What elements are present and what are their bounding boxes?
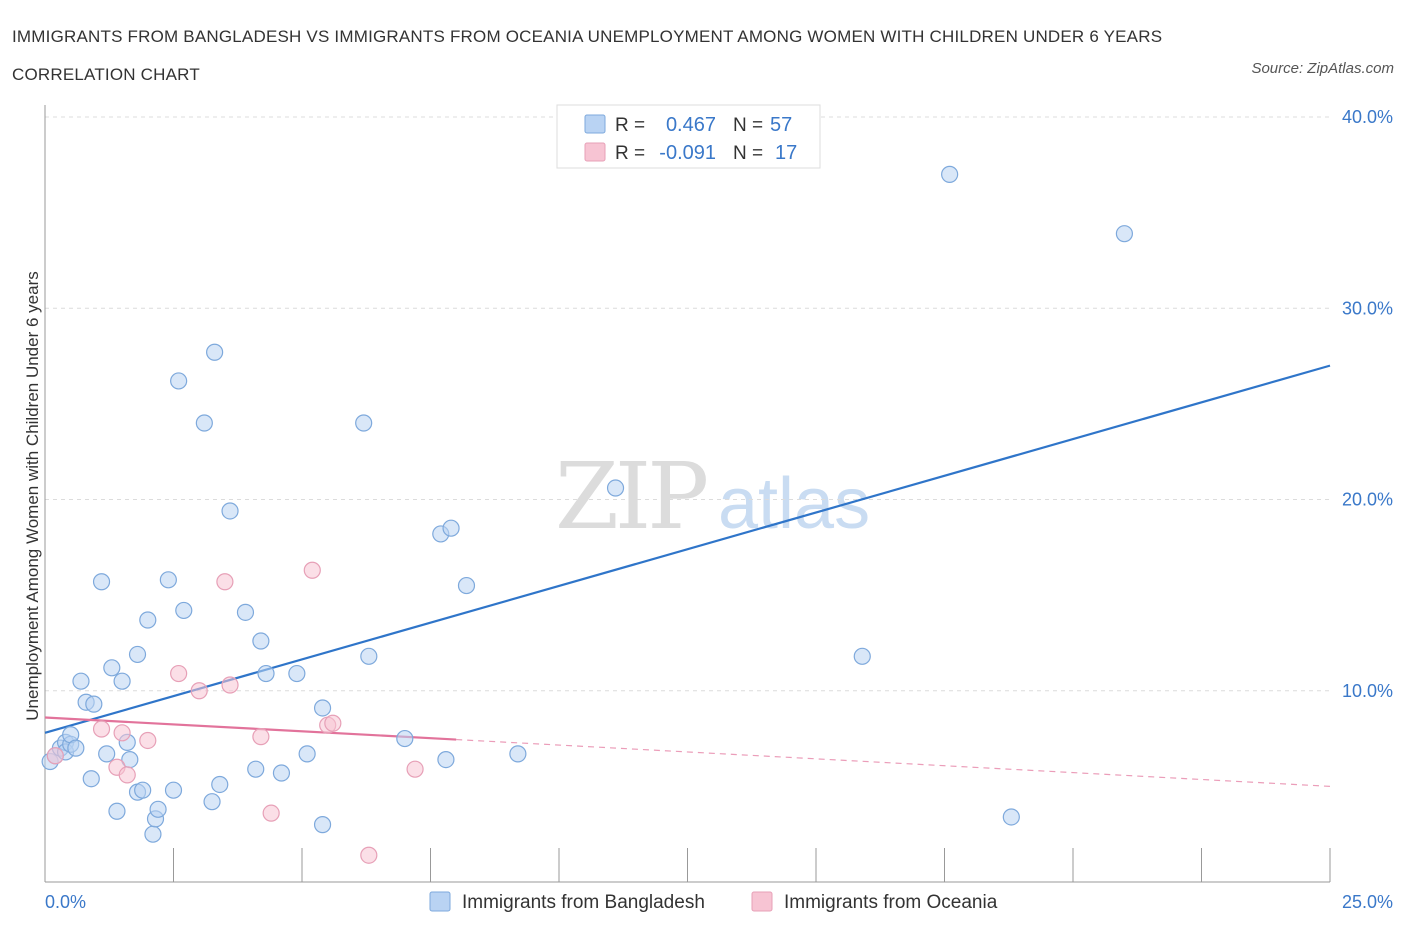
bangladesh-point (221, 502, 239, 520)
oceania-point (406, 760, 424, 778)
bangladesh-point (139, 611, 157, 629)
oceania-trend-line (44, 716, 457, 741)
bangladesh-point (203, 793, 221, 811)
y-tick-label: 30.0% (1342, 298, 1393, 318)
y-tick-label: 40.0% (1342, 107, 1393, 127)
oceania-point (170, 664, 188, 683)
bangladesh-point (149, 800, 167, 818)
bangladesh-point (85, 695, 103, 713)
legend-r-value: -0.091 (659, 142, 716, 164)
legend-n-value: 57 (770, 114, 792, 136)
bangladesh-point (1115, 225, 1134, 243)
oceania-point (46, 747, 64, 765)
bangladesh-point (206, 343, 224, 361)
bangladesh-point (257, 664, 275, 683)
bangladesh-point (941, 165, 959, 183)
bangladesh-trend-line (44, 364, 1331, 734)
oceania-point (303, 561, 321, 579)
tick-labels: 10.0% 20.0% 30.0% 40.0% 0.0% 25.0% (45, 107, 1393, 912)
bottom-legend-swatch-pink (751, 891, 773, 912)
oceania-trend-line-extension (456, 738, 1331, 787)
bangladesh-point (175, 601, 193, 620)
y-axis-title: Unemployment Among Women with Children U… (23, 271, 42, 720)
watermark-zip: ZIP (555, 443, 706, 550)
bangladesh-point (108, 802, 126, 820)
bangladesh-point (170, 372, 188, 390)
correlation-legend: R = 0.467 N = 57 R = -0.091 N = 17 (556, 104, 821, 169)
bangladesh-point (355, 414, 373, 432)
trend-lines (44, 364, 1331, 787)
bangladesh-point (313, 816, 332, 834)
oceania-point (92, 720, 111, 738)
oceania-point (324, 714, 342, 732)
bangladesh-point (509, 745, 527, 763)
bangladesh-point (211, 775, 229, 794)
bangladesh-point (195, 414, 213, 432)
bangladesh-point (853, 647, 871, 665)
bangladesh-point (272, 764, 291, 782)
bangladesh-point (247, 760, 265, 778)
legend-n-label: N = (733, 143, 763, 164)
bangladesh-point (144, 825, 162, 843)
bangladesh-point (72, 672, 90, 690)
bangladesh-point (1002, 808, 1020, 826)
legend-n-label: N = (733, 115, 763, 136)
oceania-point (221, 676, 239, 694)
bottom-legend-swatch-blue (429, 891, 451, 912)
legend-r-label: R = (615, 115, 645, 136)
series-legend: Immigrants from Bangladesh Immigrants fr… (429, 891, 998, 913)
bangladesh-point (92, 573, 111, 591)
bangladesh-point (236, 603, 255, 621)
bangladesh-point (298, 745, 316, 763)
oceania-point (190, 682, 208, 700)
bottom-legend-label: Immigrants from Oceania (784, 892, 998, 913)
bangladesh-point (288, 664, 306, 683)
bangladesh-point (442, 519, 460, 537)
bangladesh-point (360, 647, 378, 665)
axes (44, 105, 1331, 883)
oceania-point (252, 728, 270, 746)
legend-swatch-blue (584, 114, 606, 134)
oceania-point (139, 731, 157, 750)
bangladesh-point (82, 770, 100, 788)
legend-n-value: 17 (775, 142, 797, 164)
bangladesh-point (164, 781, 183, 799)
oceania-point (262, 804, 280, 822)
source-credit: Source: ZipAtlas.com (1251, 60, 1394, 77)
legend-swatch-pink (584, 142, 606, 162)
oceania-point (216, 573, 234, 591)
bangladesh-point (437, 750, 455, 769)
x-tick-label: 0.0% (45, 892, 86, 912)
chart-title: IMMIGRANTS FROM BANGLADESH VS IMMIGRANTS… (12, 27, 1163, 84)
bangladesh-point (113, 672, 131, 690)
bangladesh-point (396, 729, 414, 748)
bangladesh-point (606, 479, 625, 497)
bangladesh-point (252, 632, 270, 650)
bangladesh-point (98, 745, 116, 763)
bangladesh-point (103, 659, 121, 677)
bangladesh-point (128, 645, 147, 664)
x-tick-label: 25.0% (1342, 892, 1393, 912)
bangladesh-point (67, 739, 85, 757)
data-points (41, 165, 1134, 864)
oceania-point (360, 846, 378, 864)
bangladesh-point (159, 571, 177, 589)
bangladesh-point (457, 576, 476, 595)
y-tick-label: 20.0% (1342, 490, 1393, 510)
bangladesh-point (313, 699, 332, 717)
legend-r-label: R = (615, 143, 645, 164)
gridlines (45, 116, 1330, 692)
bangladesh-point (134, 781, 152, 799)
bottom-legend-label: Immigrants from Bangladesh (462, 892, 705, 913)
y-tick-label: 10.0% (1342, 681, 1393, 701)
oceania-point (118, 766, 136, 784)
oceania-point (113, 724, 131, 742)
legend-r-value: 0.467 (666, 114, 716, 136)
